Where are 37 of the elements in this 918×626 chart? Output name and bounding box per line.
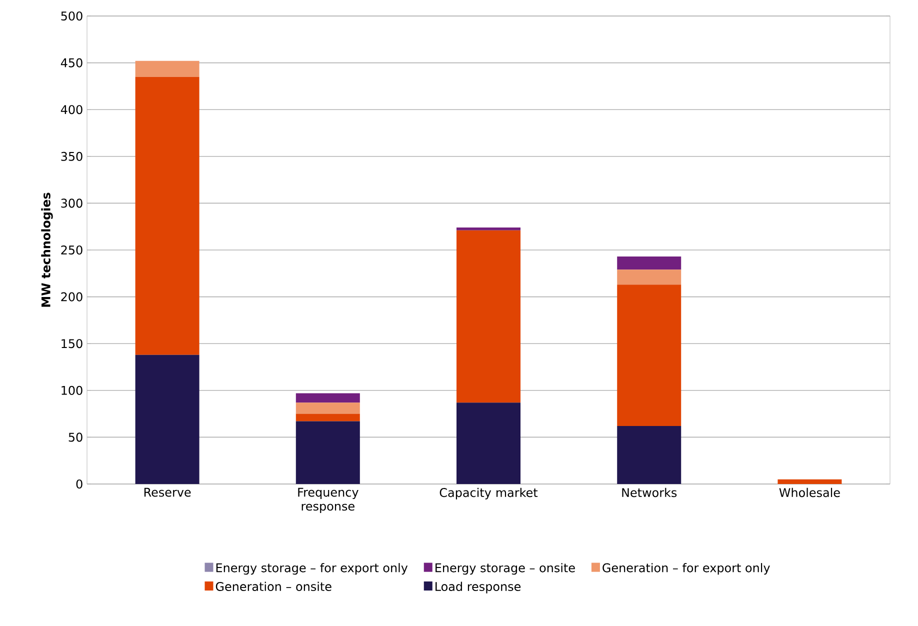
bar — [456, 228, 521, 230]
bar — [296, 414, 360, 422]
bar — [296, 421, 360, 484]
bar — [296, 393, 360, 403]
bar — [296, 402, 360, 414]
bar — [456, 402, 521, 484]
y-tick-label: 50 — [68, 432, 82, 442]
x-tick-label: Reserve — [144, 488, 191, 497]
legend-label: Energy storage – onsite — [436, 563, 575, 575]
y-tick-label: 400 — [60, 105, 82, 114]
bar — [617, 270, 682, 285]
bar — [135, 354, 200, 484]
bar — [617, 256, 682, 270]
bar — [617, 426, 682, 484]
x-tick-label: Wholesale — [779, 488, 840, 498]
y-tick-label: 200 — [61, 292, 82, 302]
bar — [135, 60, 200, 77]
y-tick-label: 100 — [62, 386, 82, 395]
y-tick-label: 500 — [61, 11, 82, 21]
y-tick-label: 300 — [61, 198, 82, 208]
y-axis-title: MW technologies — [41, 192, 53, 307]
legend-label: Energy storage – for export only — [216, 563, 408, 575]
legend-label: Generation – for export only — [602, 563, 770, 575]
x-tick-label: Networks — [622, 488, 677, 498]
bar — [135, 76, 200, 355]
y-tick-label: 150 — [62, 339, 82, 348]
y-tick-label: 350 — [61, 152, 82, 161]
x-tick-label: Frequency response — [298, 488, 358, 513]
legend-label: Generation – onsite — [216, 582, 332, 592]
bar — [617, 284, 682, 426]
legend-label: Load response — [436, 582, 521, 594]
y-tick-label: 450 — [60, 58, 82, 68]
x-tick-label: Capacity market — [440, 488, 538, 500]
y-tick-label: 0 — [76, 479, 82, 489]
bar — [456, 230, 521, 403]
bar — [778, 479, 842, 484]
y-tick-label: 250 — [61, 245, 82, 255]
